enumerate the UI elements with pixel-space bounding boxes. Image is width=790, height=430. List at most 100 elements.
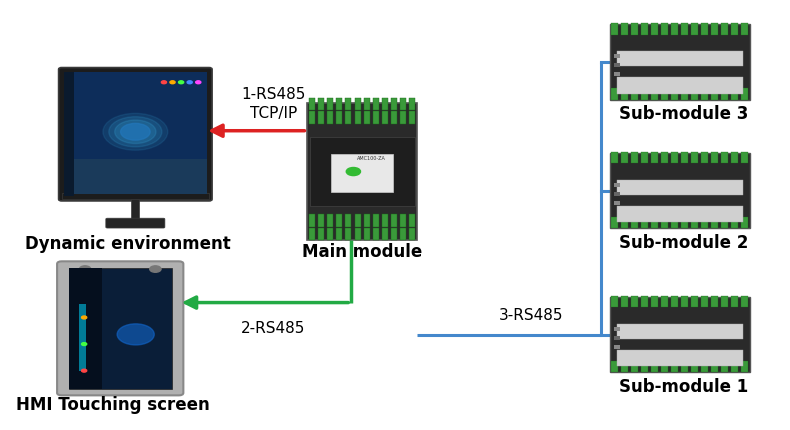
Bar <box>355 98 360 111</box>
Bar <box>691 296 698 307</box>
Bar <box>721 361 728 372</box>
Bar <box>318 112 324 125</box>
Bar <box>661 361 668 372</box>
Bar <box>672 24 679 35</box>
Bar <box>741 296 748 307</box>
Bar <box>621 361 628 372</box>
Bar <box>691 89 698 100</box>
Bar <box>661 24 668 35</box>
Bar <box>641 361 649 372</box>
Bar <box>327 228 333 241</box>
Bar <box>611 89 619 100</box>
Bar <box>614 183 619 187</box>
Bar <box>651 24 658 35</box>
Bar <box>401 98 406 111</box>
Text: AMC100-ZA: AMC100-ZA <box>356 156 386 161</box>
Bar <box>401 228 406 241</box>
Bar <box>691 24 698 35</box>
Bar <box>382 215 388 227</box>
FancyBboxPatch shape <box>58 68 212 202</box>
Bar <box>711 296 718 307</box>
Bar <box>617 180 743 195</box>
Bar <box>661 218 668 229</box>
Bar <box>631 361 638 372</box>
FancyBboxPatch shape <box>610 154 750 229</box>
Bar <box>681 89 688 100</box>
Bar <box>62 194 209 200</box>
Bar <box>64 160 207 194</box>
Bar <box>672 361 679 372</box>
Bar <box>614 55 619 59</box>
Bar <box>327 112 333 125</box>
Bar <box>409 228 416 241</box>
Bar <box>64 73 207 197</box>
Bar <box>309 112 315 125</box>
Text: 3-RS485: 3-RS485 <box>499 307 564 322</box>
Bar <box>373 215 379 227</box>
Bar <box>721 296 728 307</box>
Bar <box>617 52 743 67</box>
Bar <box>318 228 324 241</box>
Bar <box>731 153 738 164</box>
Bar <box>401 215 406 227</box>
Bar <box>373 228 379 241</box>
Bar <box>309 98 315 111</box>
Bar <box>721 89 728 100</box>
Bar <box>614 64 619 68</box>
Bar <box>337 228 342 241</box>
Bar <box>382 228 388 241</box>
Bar <box>327 215 333 227</box>
Bar <box>631 153 638 164</box>
Bar <box>373 112 379 125</box>
Bar <box>611 296 619 307</box>
Bar <box>363 98 370 111</box>
Bar <box>617 206 743 223</box>
Bar <box>409 215 416 227</box>
Text: Dynamic environment: Dynamic environment <box>25 234 231 252</box>
Bar <box>64 73 73 197</box>
Bar <box>701 89 708 100</box>
Circle shape <box>346 168 360 176</box>
Text: Sub-module 3: Sub-module 3 <box>619 104 748 123</box>
Bar <box>641 218 649 229</box>
Bar <box>731 24 738 35</box>
Bar <box>661 89 668 100</box>
Bar <box>681 296 688 307</box>
Bar <box>721 218 728 229</box>
Bar <box>309 215 315 227</box>
Bar <box>661 153 668 164</box>
Bar <box>631 89 638 100</box>
Circle shape <box>81 369 87 372</box>
Circle shape <box>161 82 167 85</box>
Bar <box>345 98 352 111</box>
FancyBboxPatch shape <box>610 298 750 372</box>
Bar <box>345 112 352 125</box>
Bar <box>617 78 743 94</box>
Bar <box>641 153 649 164</box>
Circle shape <box>121 124 150 141</box>
Bar <box>310 138 415 206</box>
Bar <box>337 98 342 111</box>
Circle shape <box>103 114 167 151</box>
Text: Main module: Main module <box>302 243 423 261</box>
Bar <box>741 361 748 372</box>
Bar <box>611 218 619 229</box>
Bar <box>391 112 397 125</box>
Bar <box>355 215 360 227</box>
Bar <box>651 296 658 307</box>
Bar <box>701 296 708 307</box>
Bar <box>651 89 658 100</box>
Bar <box>621 89 628 100</box>
Bar <box>741 218 748 229</box>
Bar <box>691 361 698 372</box>
Bar <box>631 24 638 35</box>
Bar <box>614 327 619 331</box>
Bar <box>731 89 738 100</box>
Bar <box>611 24 619 35</box>
Circle shape <box>115 121 156 144</box>
Bar <box>672 218 679 229</box>
Bar <box>409 98 416 111</box>
Bar <box>651 218 658 229</box>
Bar <box>641 24 649 35</box>
Bar <box>355 228 360 241</box>
